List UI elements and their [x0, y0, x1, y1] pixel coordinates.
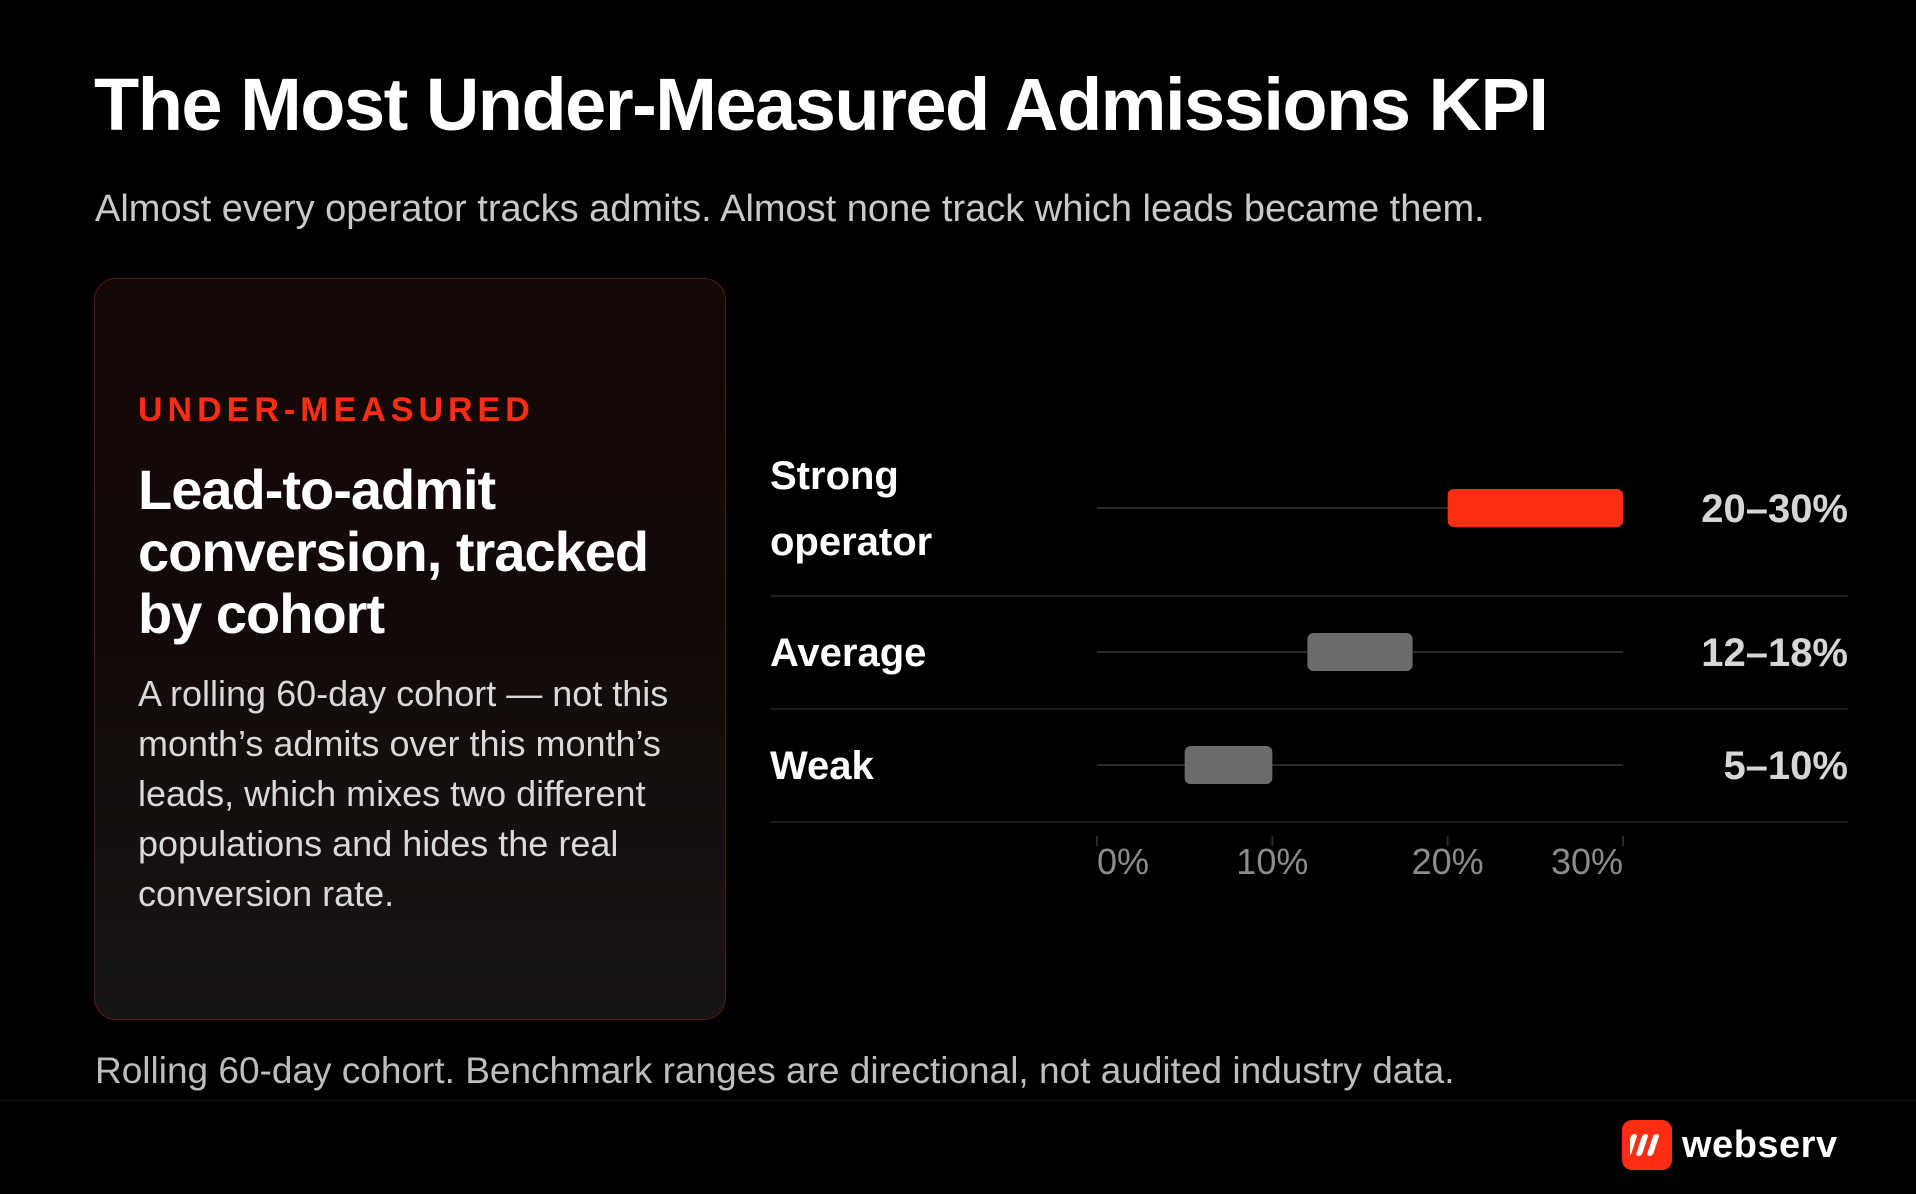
- brand-logo: webserv: [1622, 1120, 1838, 1170]
- page-subtitle: Almost every operator tracks admits. Alm…: [95, 188, 1485, 230]
- x-tick-label: 10%: [1236, 841, 1308, 882]
- x-tick-label: 20%: [1412, 841, 1484, 882]
- footnote: Rolling 60-day cohort. Benchmark ranges …: [95, 1050, 1455, 1091]
- webserv-logo-icon: [1622, 1120, 1672, 1170]
- category-label: Average: [770, 631, 926, 675]
- page-title: The Most Under-Measured Admissions KPI: [94, 63, 1549, 146]
- brand-wordmark: webserv: [1682, 1123, 1838, 1166]
- kpi-card-tag: UNDER-MEASURED: [138, 391, 535, 429]
- kpi-card-headline: Lead-to-admit conversion, tracked by coh…: [138, 458, 649, 645]
- x-tick-label: 0%: [1097, 841, 1149, 882]
- kpi-card: UNDER-MEASURED Lead-to-admit conversion,…: [94, 278, 726, 1020]
- range-bar: [1447, 489, 1623, 527]
- kpi-card-body: A rolling 60-day cohort — not this month…: [138, 673, 669, 914]
- range-bar: [1307, 633, 1413, 671]
- category-label: Weak: [770, 744, 875, 788]
- footer-divider: [0, 1100, 1916, 1101]
- x-tick-label: 30%: [1551, 841, 1623, 882]
- range-bar: [1184, 746, 1273, 784]
- category-label: Strong: [770, 454, 899, 498]
- category-label: operator: [770, 520, 932, 564]
- value-label: 20–30%: [1701, 487, 1848, 531]
- value-label: 12–18%: [1701, 631, 1848, 675]
- value-label: 5–10%: [1723, 744, 1848, 788]
